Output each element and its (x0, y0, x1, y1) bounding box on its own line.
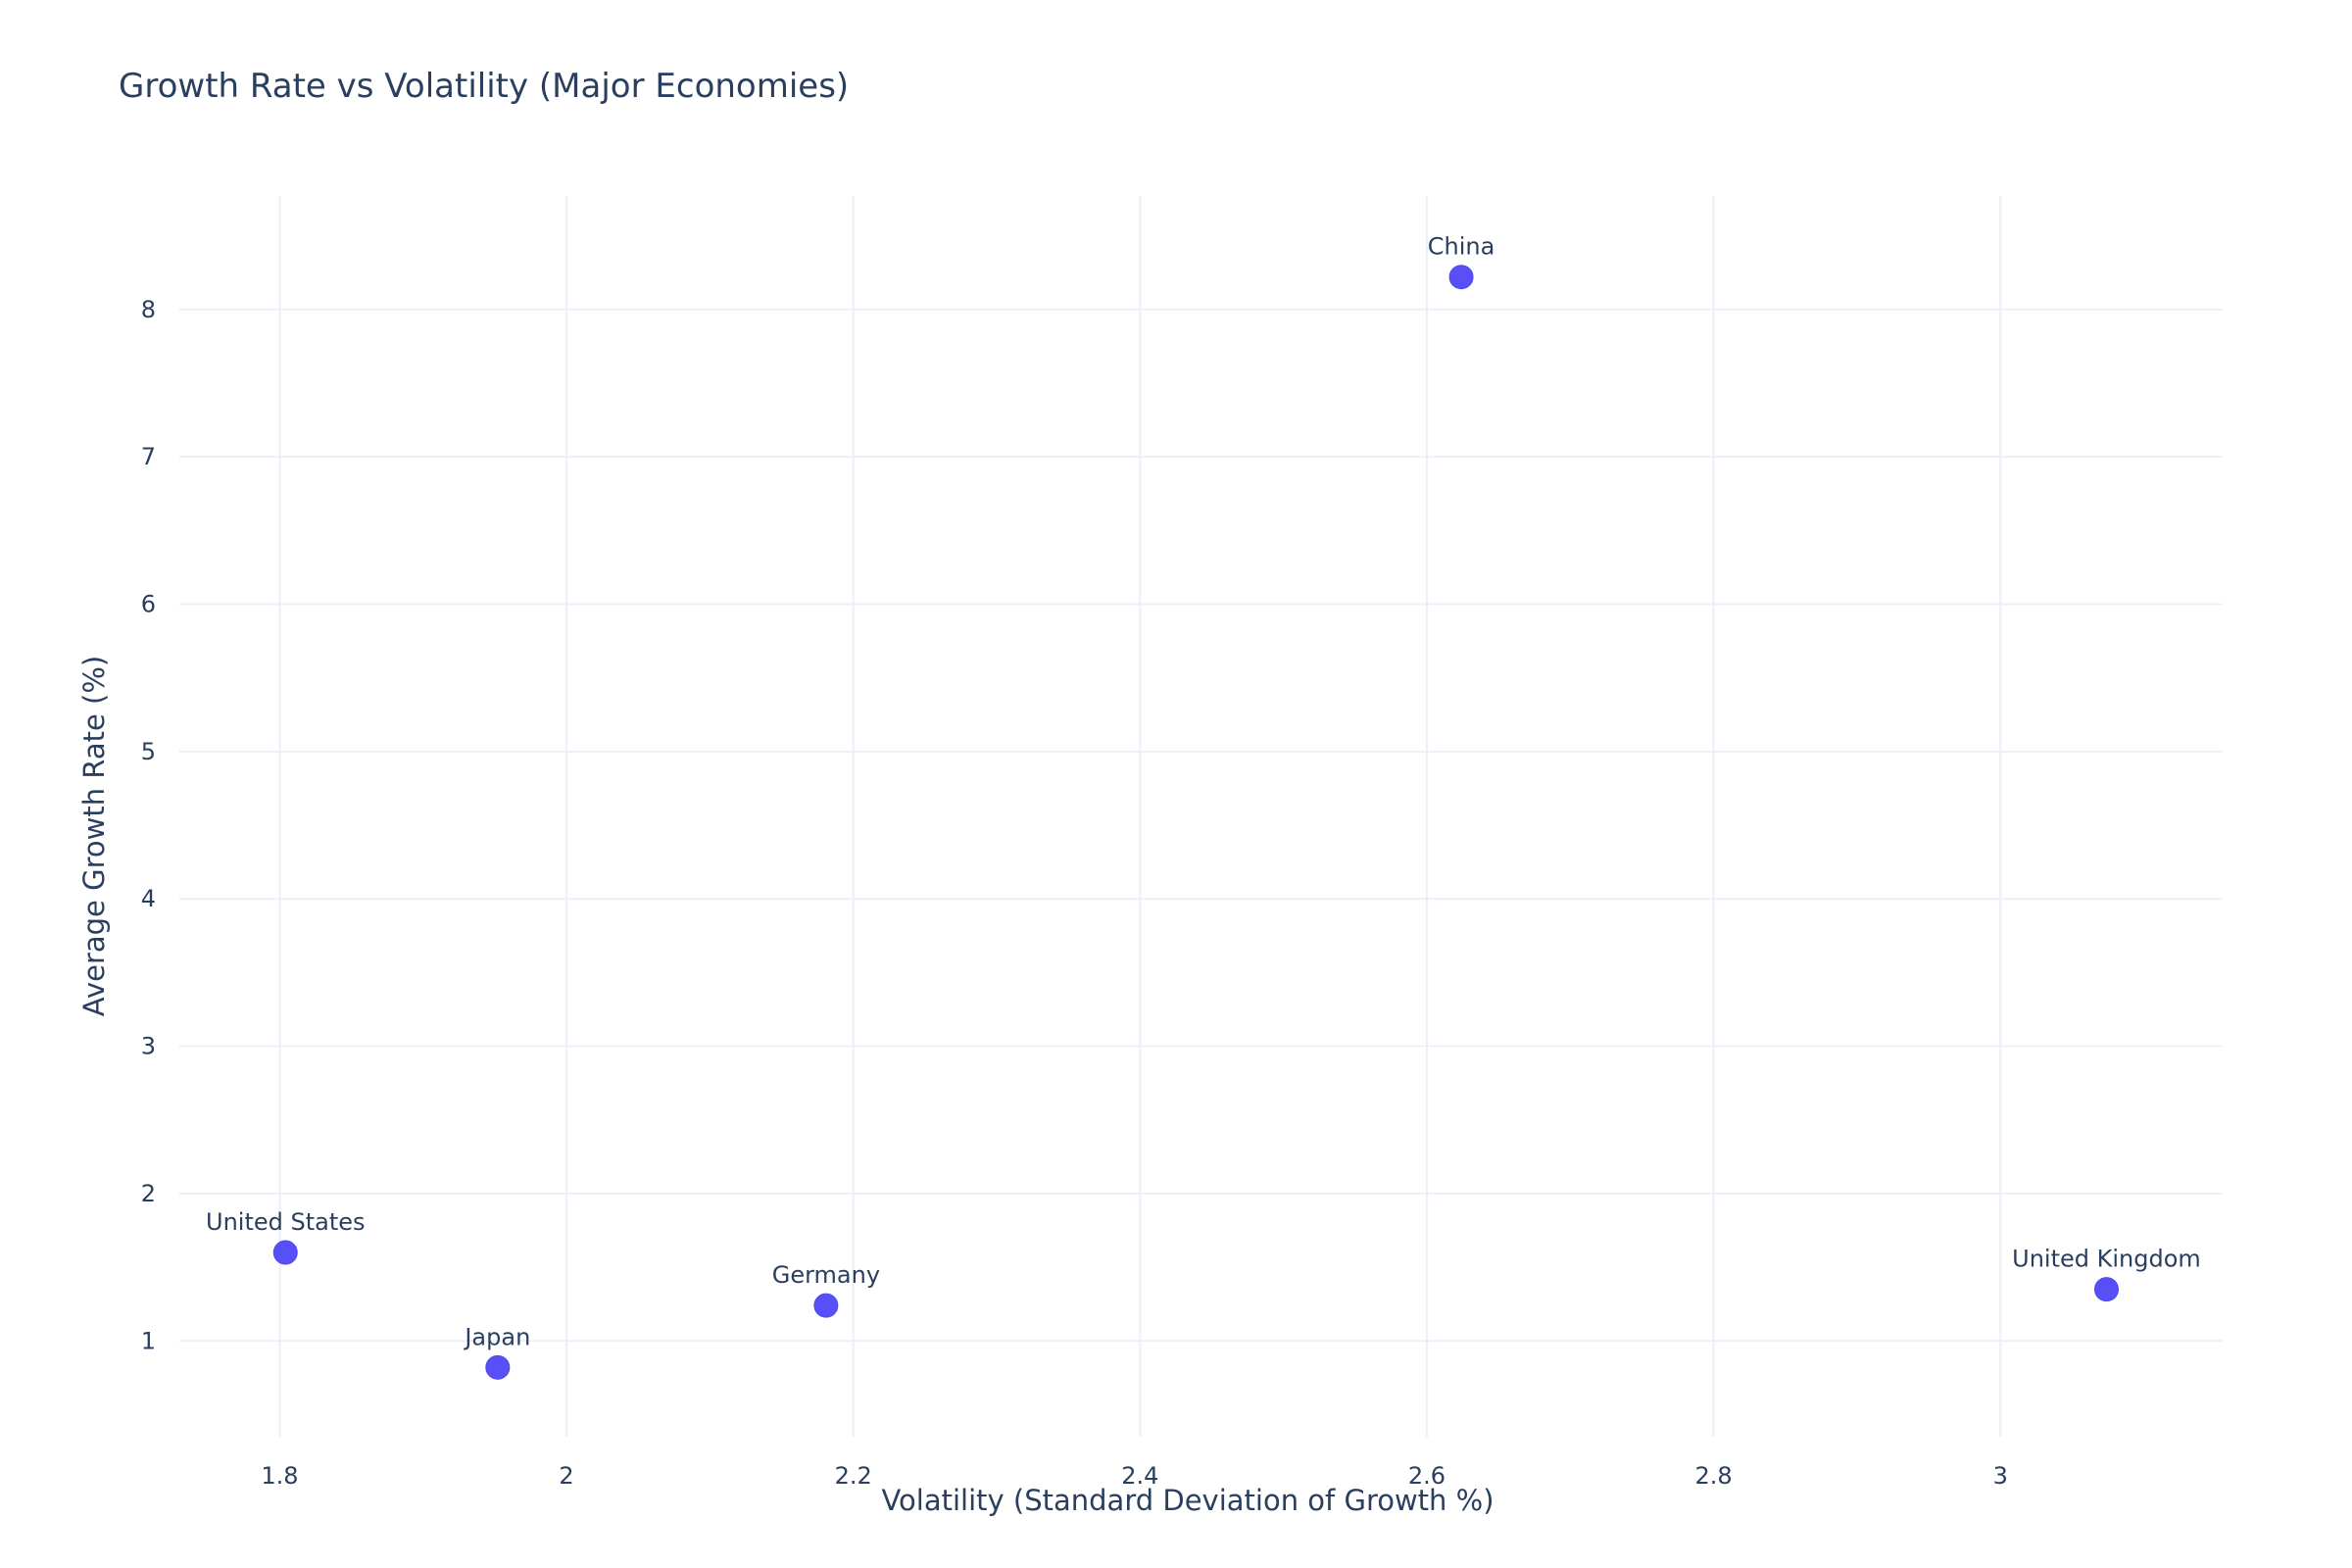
point-labels: United States Japan Germany China United Kin… (206, 233, 2201, 1351)
y-tick-label: 5 (141, 738, 156, 765)
x-tick-label: 2.8 (1694, 1462, 1732, 1490)
point-label: United States (206, 1208, 366, 1236)
x-tick-label: 2.2 (835, 1462, 872, 1490)
point-label: China (1428, 233, 1495, 261)
x-tick-label: 3 (1993, 1462, 2008, 1490)
y-tick-label: 1 (141, 1327, 156, 1354)
data-point[interactable] (1448, 265, 1474, 290)
y-tick-label: 7 (141, 443, 156, 470)
y-axis-title: Average Growth Rate (%) (77, 656, 111, 1016)
y-tick-label: 8 (141, 296, 156, 323)
y-tick-label: 3 (141, 1033, 156, 1060)
data-points (272, 265, 2119, 1380)
data-point[interactable] (813, 1293, 839, 1318)
x-axis-ticks: 1.8 2 2.2 2.4 2.6 2.8 3 (261, 1462, 2008, 1490)
x-axis-title: Volatility (Standard Deviation of Growth… (881, 1484, 1494, 1517)
y-tick-label: 4 (141, 885, 156, 912)
x-tick-label: 1.8 (261, 1462, 298, 1490)
data-point[interactable] (2093, 1277, 2119, 1302)
point-label: Germany (772, 1261, 880, 1289)
point-label: United Kingdom (2012, 1246, 2201, 1273)
chart-title: Growth Rate vs Volatility (Major Economi… (119, 67, 849, 106)
y-axis-ticks: 1 2 3 4 5 6 7 8 (141, 296, 156, 1354)
x-tick-label: 2 (559, 1462, 573, 1490)
point-label: Japan (463, 1323, 530, 1350)
data-point[interactable] (272, 1240, 298, 1265)
x-tick-label: 2.4 (1121, 1462, 1158, 1490)
y-tick-label: 6 (141, 590, 156, 617)
y-tick-label: 2 (141, 1180, 156, 1207)
x-tick-label: 2.6 (1408, 1462, 1446, 1490)
grid (179, 196, 2223, 1437)
data-point[interactable] (485, 1354, 511, 1380)
